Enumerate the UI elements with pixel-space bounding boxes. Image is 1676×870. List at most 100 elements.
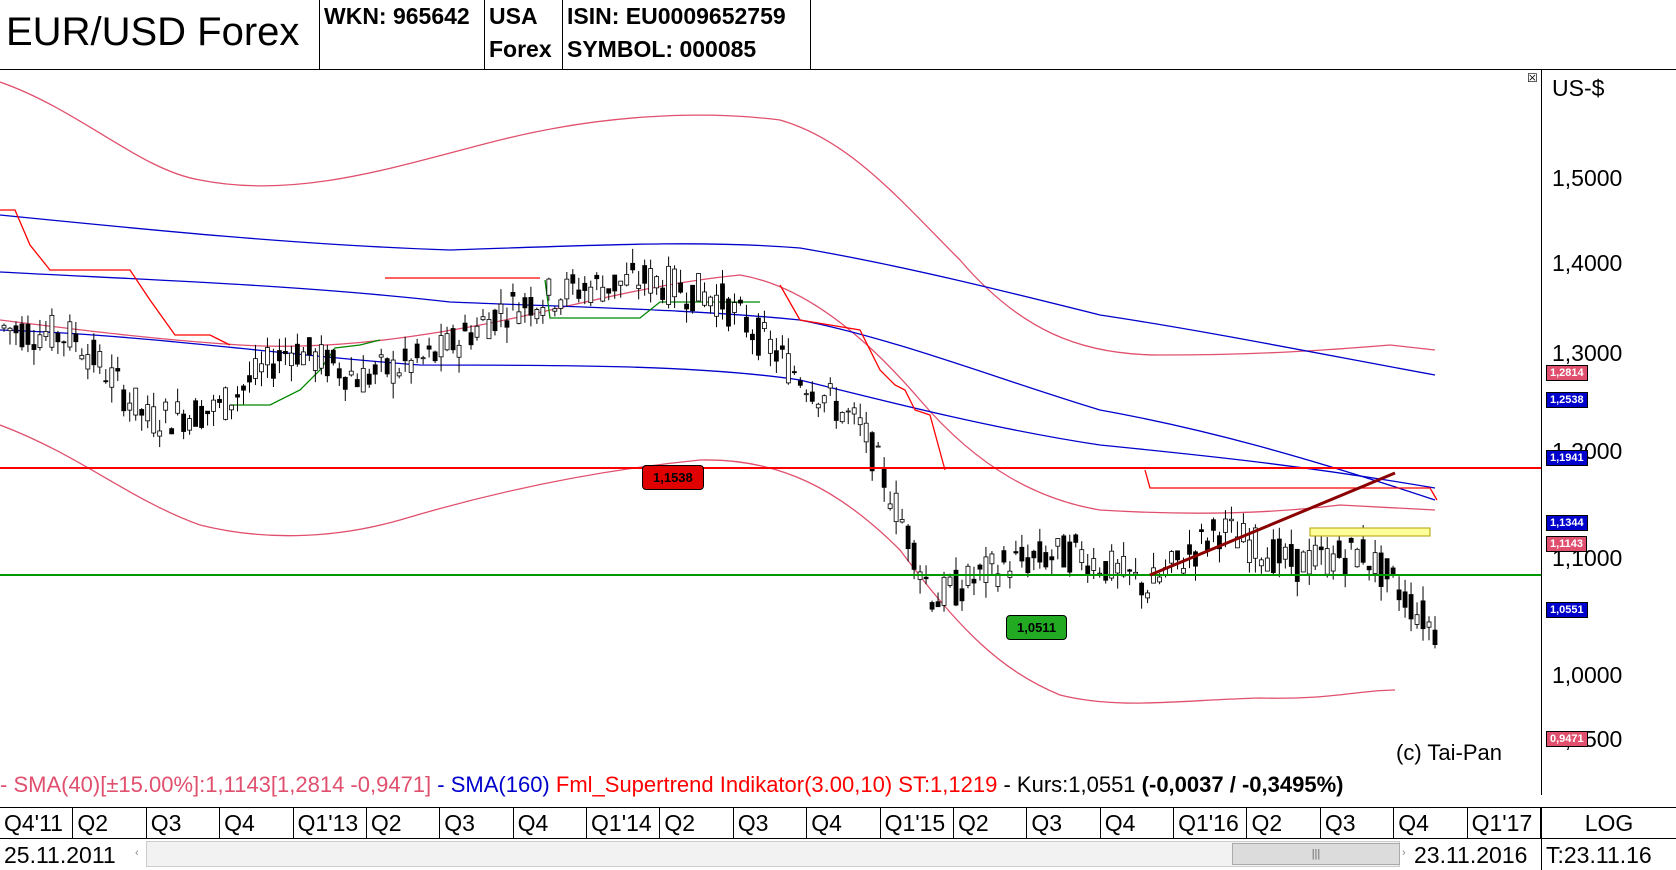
candle-body bbox=[330, 349, 336, 364]
x-tick-quarter: Q1'17 bbox=[1468, 808, 1541, 839]
candle-body bbox=[660, 287, 666, 300]
candle-body bbox=[25, 323, 31, 345]
candle-body bbox=[522, 297, 528, 309]
candle-body bbox=[1073, 534, 1079, 543]
supertrend-down-4 bbox=[1144, 469, 1438, 501]
legend-supertrend: Fml_Supertrend Indikator(3.00,10) ST:1,1… bbox=[549, 772, 998, 797]
candle-body bbox=[684, 303, 689, 310]
candle-body bbox=[720, 283, 725, 310]
candle-body bbox=[690, 284, 695, 312]
sma40-line bbox=[0, 274, 1436, 514]
candle-body bbox=[49, 314, 55, 348]
candle-body bbox=[187, 418, 193, 431]
candle-body bbox=[618, 280, 624, 286]
candle-body bbox=[133, 387, 139, 416]
candle-body bbox=[1348, 537, 1354, 543]
candle-body bbox=[1396, 589, 1402, 601]
scale-mode-button[interactable]: LOG bbox=[1541, 807, 1676, 839]
candle-body bbox=[1187, 544, 1192, 555]
x-tick-quarter: Q3 bbox=[1321, 808, 1395, 839]
price-chart[interactable] bbox=[0, 70, 1541, 795]
candle-body bbox=[791, 371, 797, 374]
candle-body bbox=[540, 307, 546, 316]
candle-body bbox=[259, 363, 264, 373]
x-tick-quarter: Q1'13 bbox=[294, 808, 367, 839]
candle-body bbox=[738, 299, 743, 304]
candle-body bbox=[785, 353, 791, 384]
candle-body bbox=[1241, 523, 1246, 543]
candle-body bbox=[1205, 540, 1210, 551]
candle-body bbox=[642, 265, 648, 284]
candle-body bbox=[247, 375, 252, 383]
candle-body bbox=[115, 368, 121, 372]
candle-body bbox=[726, 298, 731, 327]
y-axis-unit: US-$ bbox=[1552, 75, 1605, 101]
candle-body bbox=[312, 351, 318, 371]
candle-body bbox=[827, 383, 833, 389]
supertrend-up-1 bbox=[230, 339, 381, 406]
x-tick-quarter: Q1'15 bbox=[881, 808, 954, 839]
candle-body bbox=[1318, 546, 1324, 551]
legend-sma160: - SMA(160) bbox=[431, 772, 550, 797]
country-cell: USA Forex bbox=[485, 0, 563, 69]
candle-body bbox=[821, 395, 827, 404]
candle-body bbox=[767, 338, 773, 354]
candle-body bbox=[498, 303, 504, 314]
y-tick-1-5000: 1,5000 bbox=[1552, 165, 1623, 191]
candle-body bbox=[73, 333, 79, 343]
candle-body bbox=[779, 345, 785, 350]
badge-lower-band: 0,9471 bbox=[1546, 731, 1588, 747]
candle-body bbox=[1217, 535, 1222, 550]
candle-body bbox=[947, 576, 953, 586]
candle-body bbox=[893, 492, 899, 523]
candle-body bbox=[1115, 562, 1121, 574]
x-tick-quarter: Q1'16 bbox=[1174, 808, 1248, 839]
scrollbar-thumb[interactable]: ||| bbox=[1232, 843, 1400, 865]
candle-body bbox=[1103, 561, 1109, 581]
candle-body bbox=[1001, 550, 1007, 563]
sma40-upper-band bbox=[0, 81, 1436, 356]
candle-body bbox=[630, 262, 636, 271]
x-tick-quarter: Q4 bbox=[807, 808, 881, 839]
supertrend-down-3 bbox=[779, 284, 946, 471]
y-tick-1-0000: 1,0000 bbox=[1552, 662, 1623, 688]
candle-body bbox=[839, 412, 845, 423]
candle-body bbox=[504, 320, 510, 328]
scrollbar-track[interactable] bbox=[146, 841, 1400, 867]
candle-body bbox=[229, 404, 234, 411]
candle-body bbox=[588, 286, 594, 303]
candle-body bbox=[570, 274, 576, 284]
candle-body bbox=[1019, 546, 1025, 562]
candle-body bbox=[169, 428, 175, 435]
candle-body bbox=[1288, 544, 1294, 567]
candle-body bbox=[977, 564, 983, 570]
badge-sma160-lower: 1,1344 bbox=[1546, 515, 1588, 531]
candle-body bbox=[277, 350, 282, 362]
candle-body bbox=[648, 268, 654, 294]
candle-body bbox=[408, 359, 414, 373]
candle-body bbox=[714, 294, 719, 317]
scroll-right-icon[interactable]: › bbox=[1402, 847, 1406, 859]
candle-body bbox=[929, 602, 935, 610]
sma160-upper-band bbox=[0, 214, 1436, 376]
scroll-left-icon[interactable]: ‹ bbox=[135, 847, 139, 859]
sma160-line bbox=[0, 271, 1436, 501]
candle-body bbox=[863, 422, 869, 443]
x-tick-quarter: Q3 bbox=[440, 808, 514, 839]
candle-body bbox=[1312, 544, 1318, 567]
candle-body bbox=[1282, 546, 1288, 560]
candle-body bbox=[881, 467, 887, 488]
x-tick-quarter: Q3 bbox=[147, 808, 221, 839]
candle-body bbox=[1, 324, 7, 329]
candle-body bbox=[1258, 559, 1264, 567]
x-tick-quarter: Q4 bbox=[1101, 808, 1175, 839]
candle-body bbox=[528, 297, 534, 316]
candle-body bbox=[145, 404, 151, 422]
candle-body bbox=[869, 432, 875, 472]
x-tick-quarter: Q2 bbox=[954, 808, 1028, 839]
candle-body bbox=[474, 325, 480, 338]
candle-body bbox=[1181, 567, 1186, 574]
close-icon[interactable]: ☒ bbox=[1527, 71, 1538, 85]
candle-body bbox=[211, 399, 216, 412]
candle-body bbox=[336, 368, 342, 379]
